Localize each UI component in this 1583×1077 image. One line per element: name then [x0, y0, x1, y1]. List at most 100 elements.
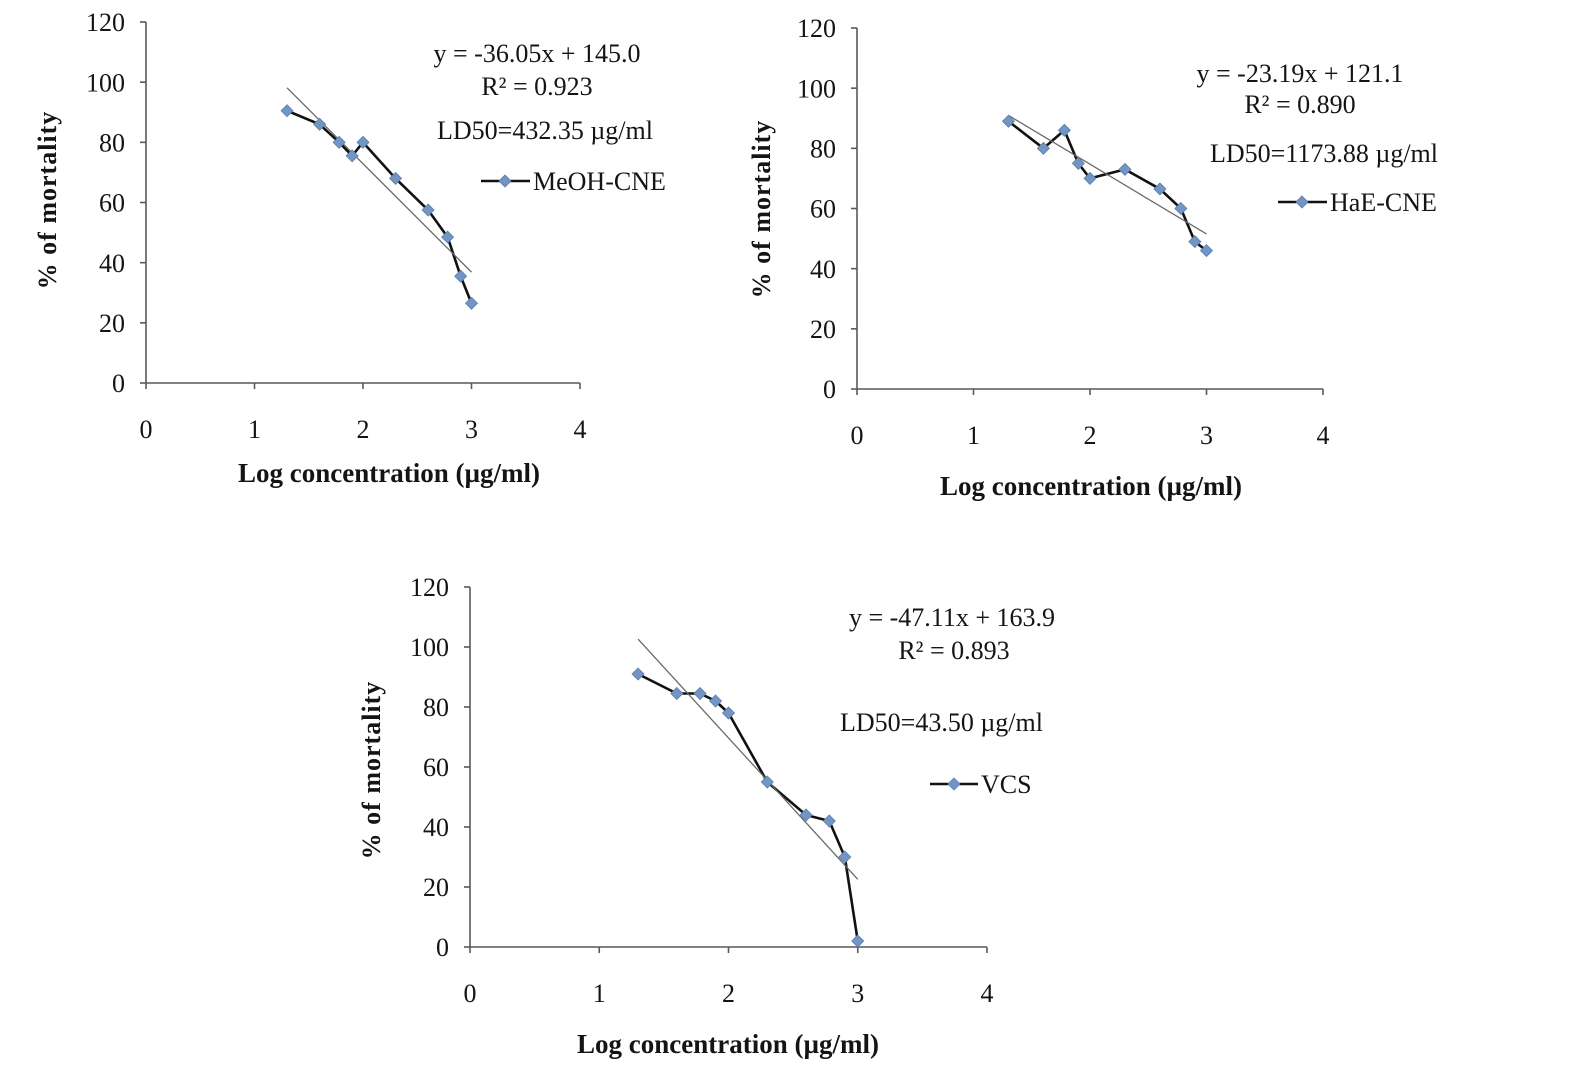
legend-diamond-marker [947, 777, 961, 791]
x-tick-label: 2 [722, 979, 735, 1008]
legend-label: VCS [981, 770, 1032, 799]
trendline-layer [637, 638, 859, 880]
y-axis-label: % of mortality [747, 120, 776, 299]
data-point-marker [1036, 141, 1050, 155]
marker-layer [631, 667, 865, 948]
data-point-marker [1057, 123, 1071, 137]
legend-diamond-marker [498, 174, 512, 188]
trendline-equation: y = -47.11x + 163.9 [849, 603, 1055, 632]
y-tick-label: 80 [810, 134, 836, 163]
series-layer [286, 109, 473, 304]
y-tick-label: 100 [86, 68, 125, 97]
trendline-equation: y = -36.05x + 145.0 [434, 39, 641, 68]
data-point-marker [822, 814, 836, 828]
trendline-equation: y = -23.19x + 121.1 [1197, 59, 1404, 88]
data-point-marker [1174, 201, 1188, 216]
ld50-label: LD50=43.50 µg/ml [840, 708, 1043, 737]
data-point-marker [464, 296, 479, 310]
series-line [1007, 120, 1208, 252]
x-tick-label: 0 [140, 415, 153, 444]
y-tick-label: 120 [410, 573, 449, 602]
data-point-marker [1199, 244, 1214, 258]
ld50-label: LD50=1173.88 µg/ml [1210, 139, 1438, 168]
y-axis-label: % of mortality [357, 681, 386, 860]
x-tick-label: 4 [981, 979, 994, 1008]
marker-layer [280, 104, 479, 310]
linear-trendline [1008, 114, 1207, 235]
y-tick-label: 80 [99, 128, 125, 157]
series-layer [1007, 120, 1208, 252]
legend-label: MeOH-CNE [533, 167, 666, 196]
x-tick-label: 2 [1084, 421, 1097, 450]
r-squared-label: R² = 0.893 [898, 636, 1009, 665]
legend-diamond-marker [1295, 195, 1309, 209]
axes: 0 20 40 60 80 100 120 0 1 2 3 4 [410, 573, 994, 1008]
data-point-marker [693, 686, 707, 701]
chart-hae-cne: 0 20 40 60 80 100 120 0 1 2 3 4 Log concentration (… [747, 14, 1438, 501]
y-tick-label: 0 [436, 933, 449, 962]
y-tick-label: 40 [423, 813, 449, 842]
y-tick-label: 40 [99, 249, 125, 278]
x-tick-label: 3 [1200, 421, 1213, 450]
data-point-marker [313, 117, 327, 131]
x-tick-label: 0 [851, 421, 864, 450]
y-tick-label: 100 [797, 74, 836, 103]
linear-trendline [637, 638, 859, 880]
y-tick-label: 120 [86, 8, 125, 37]
series-line [637, 672, 860, 942]
axes: 0 20 40 60 80 100 120 0 1 2 3 4 [86, 8, 587, 444]
y-tick-label: 60 [423, 753, 449, 782]
x-tick-label: 3 [851, 979, 864, 1008]
series-layer [637, 672, 860, 942]
data-point-marker [421, 203, 435, 217]
data-point-marker [356, 135, 370, 149]
x-axis-label: Log concentration (µg/ml) [238, 458, 540, 488]
data-point-marker [1001, 114, 1016, 128]
x-tick-label: 2 [357, 415, 370, 444]
chart-vcs: 0 20 40 60 80 100 120 0 1 2 3 4 Log concentration (… [357, 573, 1055, 1059]
y-tick-label: 20 [810, 315, 836, 344]
trendline-layer [1008, 114, 1207, 235]
x-axis-label: Log concentration (µg/ml) [577, 1029, 879, 1059]
legend: VCS [930, 770, 1032, 799]
r-squared-label: R² = 0.890 [1244, 90, 1355, 119]
data-point-marker [1118, 162, 1132, 176]
y-tick-label: 40 [810, 255, 836, 284]
y-tick-label: 0 [823, 375, 836, 404]
data-point-marker [670, 686, 684, 701]
data-point-marker [454, 269, 468, 283]
x-axis-label: Log concentration (µg/ml) [940, 471, 1242, 501]
data-point-marker [760, 775, 774, 789]
data-point-marker [851, 934, 865, 948]
data-point-marker [721, 706, 736, 720]
legend-label: HaE-CNE [1330, 188, 1437, 217]
x-tick-label: 0 [464, 979, 477, 1008]
x-tick-label: 1 [593, 979, 606, 1008]
y-tick-label: 100 [410, 633, 449, 662]
axes: 0 20 40 60 80 100 120 0 1 2 3 4 [797, 14, 1330, 450]
data-point-marker [441, 230, 455, 244]
x-tick-label: 1 [248, 415, 261, 444]
marker-layer [1001, 114, 1214, 258]
y-tick-label: 120 [797, 14, 836, 43]
data-point-marker [1153, 182, 1167, 196]
y-tick-label: 80 [423, 693, 449, 722]
data-point-marker [1083, 171, 1097, 185]
y-tick-label: 20 [99, 309, 125, 338]
trendline-layer [286, 87, 472, 273]
chart-meoh-cne: 0 20 40 60 80 100 120 0 1 2 3 4 Log concentration (… [33, 8, 666, 488]
x-tick-label: 1 [967, 421, 980, 450]
data-point-marker [345, 149, 359, 163]
y-tick-label: 60 [99, 189, 125, 218]
data-point-marker [332, 135, 346, 149]
legend: MeOH-CNE [481, 167, 666, 196]
data-point-marker [838, 850, 852, 864]
linear-trendline [286, 87, 472, 273]
data-point-marker [799, 808, 813, 822]
data-point-marker [709, 694, 723, 708]
y-tick-label: 60 [810, 195, 836, 224]
data-point-marker [1071, 156, 1085, 170]
y-tick-label: 20 [423, 873, 449, 902]
data-point-marker [631, 667, 645, 681]
